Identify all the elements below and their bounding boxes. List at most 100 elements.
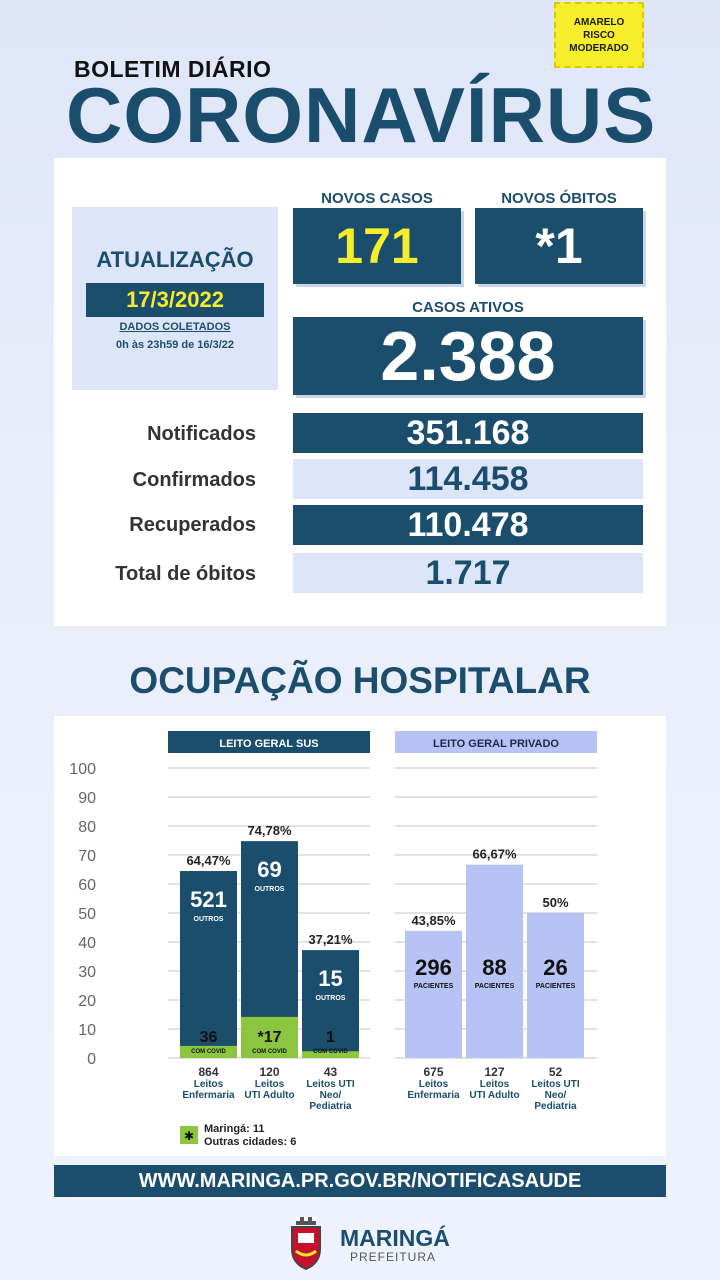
bulletin-title: CORONAVÍRUS [66, 71, 657, 159]
private-header-bar [395, 731, 597, 753]
confirmed-value: 114.458 [293, 459, 643, 499]
data-collected-label: DADOS COLETADOS [119, 321, 231, 333]
sus-others-label: OUTROS [316, 995, 346, 1002]
maringa-logo: MARINGÁ PREFEITURA [278, 1215, 450, 1271]
y-tick-label: 90 [78, 790, 96, 807]
private-category-label: UTI Adulto [469, 1090, 519, 1101]
sus-category-label: Pediatria [309, 1101, 352, 1112]
confirmed-label: Confirmados [132, 469, 256, 491]
active-cases-label: CASOS ATIVOS [412, 299, 524, 316]
private-bed-total: 52 [549, 1065, 563, 1079]
sus-category-label: UTI Adulto [244, 1090, 294, 1101]
new-cases-value: 171 [293, 208, 461, 284]
update-box: ATUALIZAÇÃO 17/3/2022 DADOS COLETADOS 0h… [72, 207, 278, 390]
private-bar-percent-label: 66,67% [472, 847, 517, 862]
y-tick-label: 70 [78, 848, 96, 865]
y-tick-label: 30 [78, 964, 96, 981]
sus-category-label: Leitos UTI [306, 1079, 355, 1090]
y-tick-label: 10 [78, 1022, 96, 1039]
y-tick-label: 50 [78, 906, 96, 923]
new-cases-label: NOVOS CASOS [321, 190, 433, 207]
sus-bed-total: 864 [198, 1065, 218, 1079]
sus-header-label: LEITO GERAL SUS [219, 738, 318, 750]
notified-label: Notificados [147, 423, 256, 445]
risk-line-1: AMARELO [573, 16, 625, 28]
risk-line-3: MODERADO [569, 42, 629, 54]
new-deaths-label: NOVOS ÓBITOS [501, 190, 617, 207]
private-category-label: Enfermaria [407, 1090, 460, 1101]
private-category-label: Leitos [480, 1079, 510, 1090]
sus-covid-count: 1 [326, 1029, 335, 1046]
recovered-value: 110.478 [293, 505, 643, 545]
footnote-marker [180, 1126, 198, 1144]
city-crest-icon [291, 1217, 321, 1271]
sus-others-label: OUTROS [194, 916, 224, 923]
private-header-label: LEITO GERAL PRIVADO [433, 738, 559, 750]
sus-header-bar [168, 731, 370, 753]
y-tick-label: 80 [78, 819, 96, 836]
private-patients-label: PACIENTES [475, 983, 515, 990]
sus-others-count: 15 [318, 966, 342, 991]
sus-covid-label: COM COVID [252, 1049, 287, 1055]
private-bar-percent-label: 43,85% [411, 913, 456, 928]
y-tick-label: 100 [69, 761, 96, 778]
recovered-label: Recuperados [129, 514, 256, 536]
y-tick-label: 20 [78, 993, 96, 1010]
private-bar [466, 864, 523, 1058]
sus-category-label: Neo/ [320, 1090, 342, 1101]
private-patients-label: PACIENTES [536, 983, 576, 990]
sus-bar [180, 871, 237, 1058]
private-category-label: Neo/ [545, 1090, 567, 1101]
private-patients-count: 26 [543, 955, 567, 980]
private-bar-percent-label: 50% [542, 895, 568, 910]
footnote-maringa: Maringá: 11 [204, 1123, 265, 1135]
notification-url[interactable]: WWW.MARINGA.PR.GOV.BR/NOTIFICASAUDE [54, 1165, 666, 1197]
total-deaths-value: 1.717 [293, 553, 643, 593]
sus-category-label: Leitos [255, 1079, 285, 1090]
private-category-label: Leitos [419, 1079, 449, 1090]
sus-bed-total: 120 [259, 1065, 279, 1079]
sus-covid-segment [180, 1045, 237, 1058]
private-patients-label: PACIENTES [414, 983, 454, 990]
private-category-label: Pediatria [534, 1101, 577, 1112]
private-patients-count: 88 [482, 955, 506, 980]
sus-covid-count: 36 [200, 1029, 218, 1046]
active-cases-value: 2.388 [293, 317, 643, 395]
sus-covid-segment [241, 1016, 298, 1058]
y-tick-label: 0 [87, 1051, 96, 1068]
asterisk-icon: ✱ [184, 1129, 194, 1143]
sus-bar-percent-label: 64,47% [186, 853, 231, 868]
update-title: ATUALIZAÇÃO [96, 247, 254, 272]
y-tick-label: 60 [78, 877, 96, 894]
private-bed-total: 127 [484, 1065, 504, 1079]
data-collected-period: 0h às 23h59 de 16/3/22 [115, 339, 235, 351]
new-deaths-value: *1 [475, 208, 643, 284]
sus-bed-total: 43 [324, 1065, 338, 1079]
sus-covid-label: COM COVID [191, 1049, 226, 1055]
sus-others-label: OUTROS [255, 886, 285, 893]
update-date: 17/3/2022 [86, 283, 264, 317]
city-hall-label: PREFEITURA [350, 1250, 437, 1264]
sus-others-count: 521 [190, 887, 227, 912]
private-bar [527, 913, 584, 1058]
sus-category-label: Enfermaria [182, 1090, 235, 1101]
risk-level-badge: AMARELO RISCO MODERADO [554, 2, 644, 68]
private-bar [405, 930, 462, 1058]
private-patients-count: 296 [415, 955, 452, 980]
city-name: MARINGÁ [340, 1225, 450, 1251]
y-tick-label: 40 [78, 935, 96, 952]
private-bed-total: 675 [423, 1065, 443, 1079]
sus-covid-segment [302, 1051, 359, 1058]
risk-line-2: RISCO [583, 29, 615, 41]
private-category-label: Leitos UTI [531, 1079, 580, 1090]
total-deaths-label: Total de óbitos [115, 563, 256, 585]
sus-category-label: Leitos [194, 1079, 224, 1090]
sus-bar-percent-label: 37,21% [308, 932, 353, 947]
sus-bar-percent-label: 74,78% [247, 823, 292, 838]
footnote-other-cities: Outras cidades: 6 [204, 1136, 296, 1148]
sus-bar [302, 950, 359, 1058]
notified-value: 351.168 [293, 413, 643, 453]
sus-others-count: 69 [257, 857, 281, 882]
sus-covid-label: COM COVID [313, 1049, 348, 1055]
